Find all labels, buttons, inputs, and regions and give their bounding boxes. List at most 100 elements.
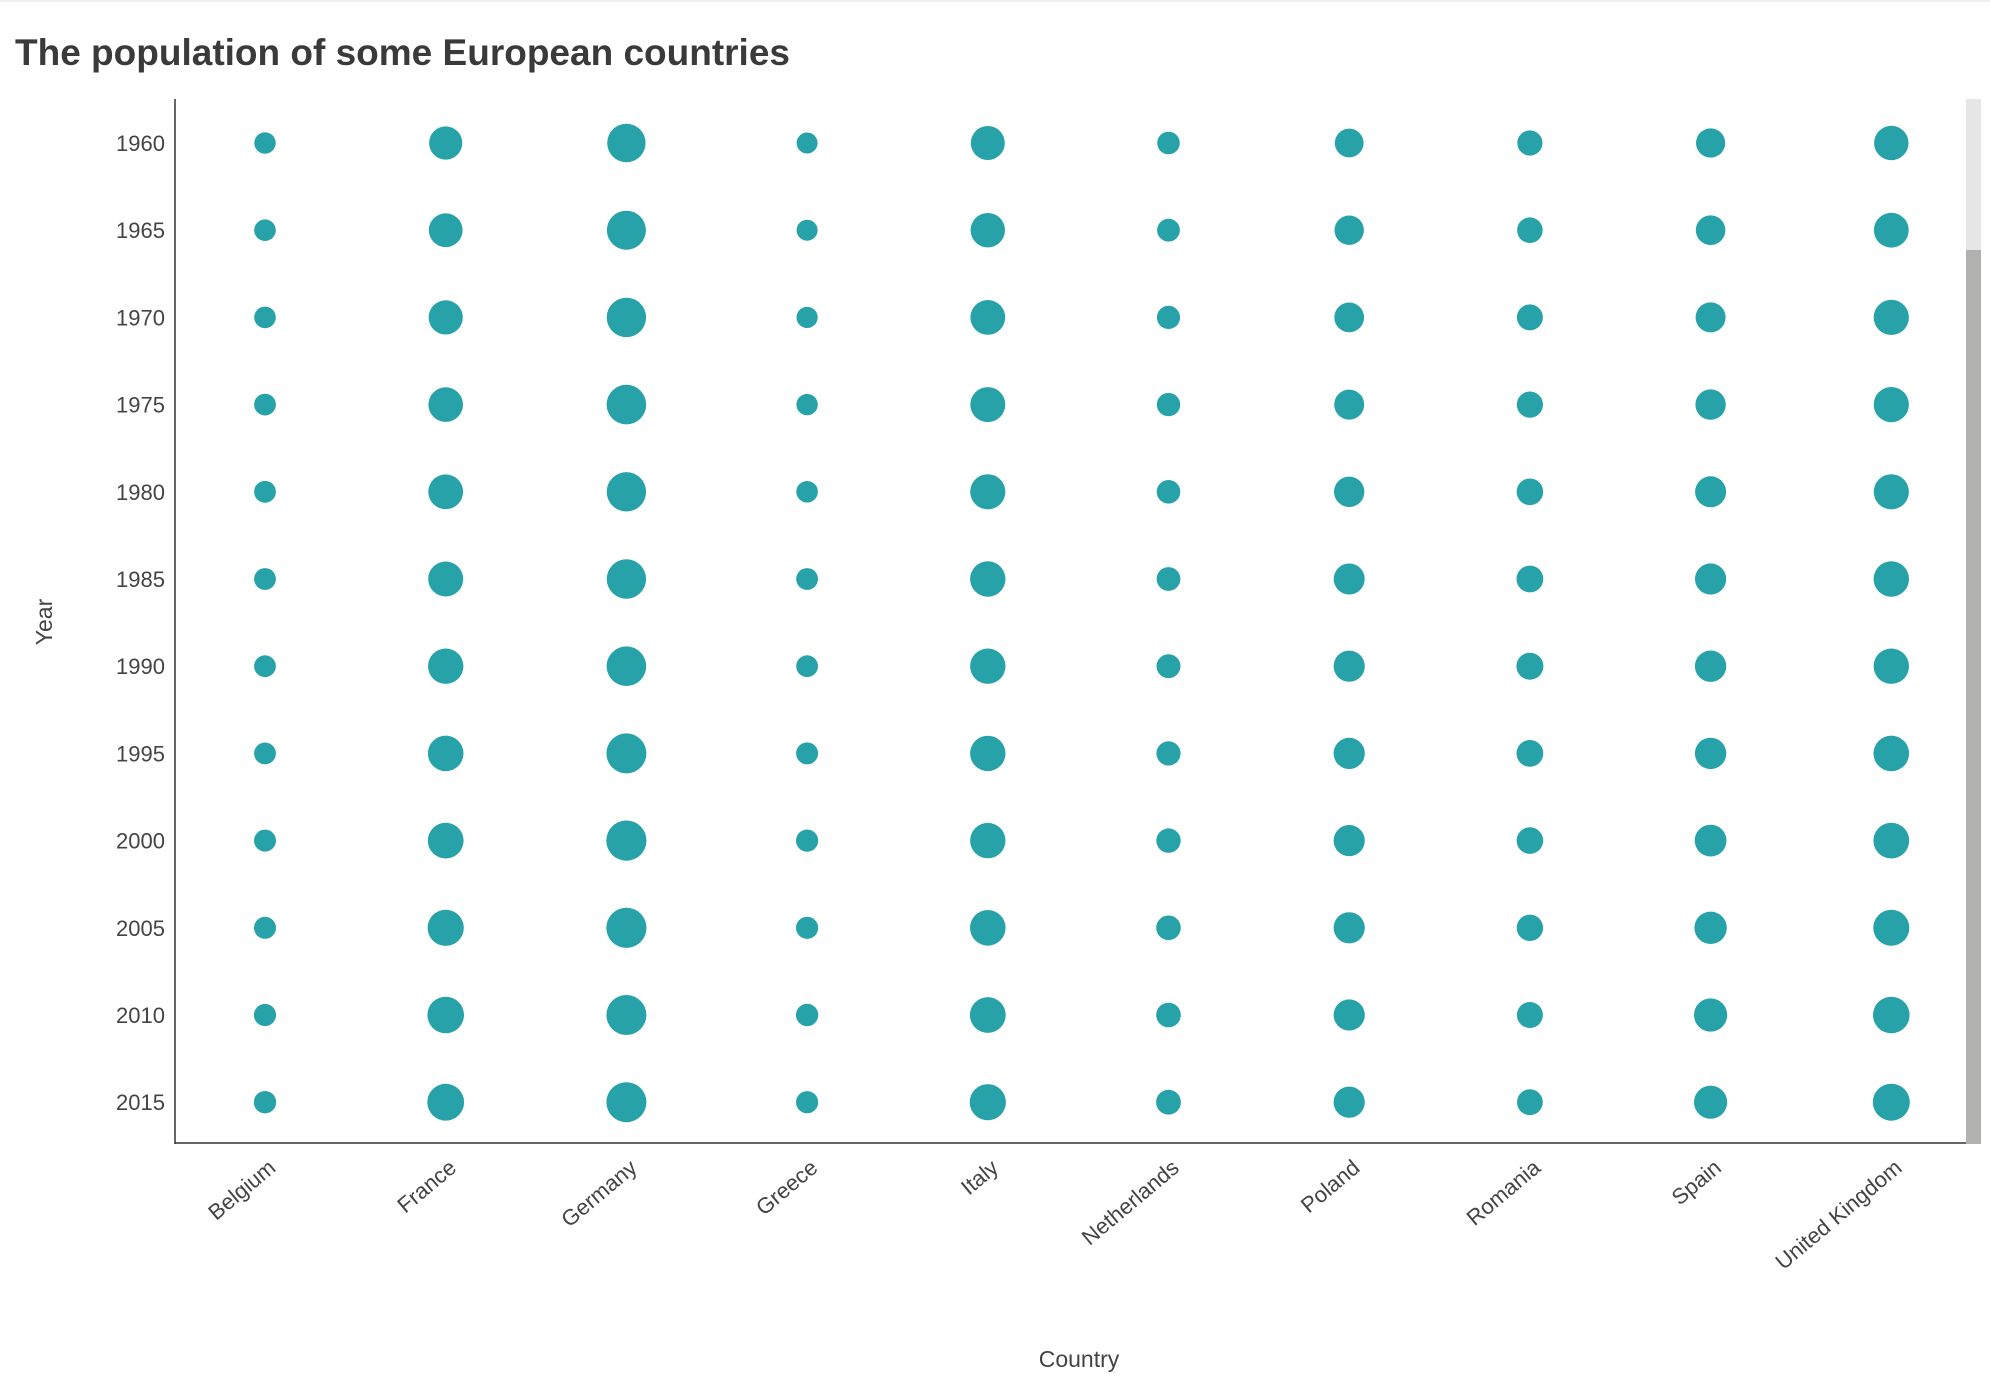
y-tick-label: 2000 <box>116 829 165 854</box>
bubble <box>969 1084 1006 1121</box>
x-tick-label: Poland <box>1296 1155 1365 1218</box>
y-tick-label: 2005 <box>116 916 165 941</box>
y-axis-label: Year <box>31 598 57 645</box>
bubble <box>796 742 819 765</box>
x-tick-label: United Kingdom <box>1771 1155 1907 1275</box>
bubble <box>1156 392 1181 417</box>
y-tick-label: 1960 <box>116 131 165 156</box>
x-tick-label: France <box>392 1155 461 1218</box>
bubble <box>1334 476 1365 507</box>
bubble <box>796 568 818 590</box>
bubble <box>1156 567 1181 591</box>
bubble <box>1156 1002 1181 1028</box>
bubble <box>1873 648 1910 684</box>
bubble <box>1157 131 1180 155</box>
y-tick-label: 1965 <box>116 218 165 243</box>
bubble <box>1333 563 1365 595</box>
bubble <box>970 910 1006 946</box>
bubble <box>606 907 647 948</box>
y-tick-label: 1970 <box>116 305 165 330</box>
bubble <box>254 742 276 765</box>
bubble <box>606 1082 647 1123</box>
y-tick-label: 1980 <box>116 480 165 505</box>
bubble <box>1516 914 1544 941</box>
bubble <box>1695 302 1726 333</box>
x-axis-label: Country <box>1039 1346 1120 1372</box>
bubble <box>1156 480 1181 504</box>
bubble <box>254 829 276 852</box>
bubble <box>254 219 276 241</box>
bubble <box>428 561 464 597</box>
bubble <box>606 297 647 338</box>
bubble <box>428 387 464 422</box>
bubble <box>427 996 465 1034</box>
x-tick-labels: Belgium France Germany Greece Italy Netherlan… <box>203 1154 1906 1274</box>
bubble <box>970 300 1006 335</box>
bubble <box>427 735 464 772</box>
x-tick-label: Netherlands <box>1077 1155 1184 1250</box>
bubble <box>1516 565 1544 593</box>
bubble <box>970 213 1005 248</box>
bubble <box>970 561 1006 597</box>
bubble <box>1873 996 1910 1034</box>
bubble <box>1696 128 1726 158</box>
bubble <box>427 1083 465 1121</box>
y-tick-label: 2010 <box>116 1003 165 1028</box>
bubble <box>1694 998 1728 1032</box>
y-tick-label: 1990 <box>116 654 165 679</box>
y-tick-label: 1975 <box>116 393 165 418</box>
bubble <box>1873 822 1910 859</box>
bubble <box>1695 563 1727 595</box>
scrollbar-thumb[interactable] <box>1966 250 1981 1144</box>
chart-title: The population of some European countrie… <box>15 32 790 73</box>
bubble <box>796 219 818 241</box>
scrollbar-track[interactable] <box>1966 99 1981 250</box>
bubble <box>1873 561 1910 597</box>
bubble <box>970 474 1006 510</box>
bubble <box>428 648 464 684</box>
bubble <box>1334 215 1364 245</box>
bubble <box>1334 302 1365 333</box>
x-tick-label: Greece <box>751 1155 822 1221</box>
bubble <box>796 655 818 678</box>
bubble <box>1516 391 1543 418</box>
bubble <box>606 733 647 774</box>
bubble <box>1694 911 1727 944</box>
bubble <box>606 820 647 861</box>
bubble <box>1873 387 1909 423</box>
y-tick-label: 2015 <box>116 1090 165 1115</box>
bubble <box>1333 912 1365 944</box>
bubble <box>970 126 1005 160</box>
bubble <box>427 909 464 946</box>
bubble <box>1516 304 1543 331</box>
bubble <box>970 387 1006 423</box>
bubble <box>606 559 647 599</box>
bubble <box>1695 389 1726 420</box>
bubble <box>254 393 276 416</box>
bubble <box>1694 1085 1728 1119</box>
bubble <box>606 384 647 425</box>
bubbles <box>253 123 1910 1123</box>
bubble <box>1873 212 1909 248</box>
bubble <box>428 474 464 510</box>
bubble <box>1873 474 1909 510</box>
y-tick-label: 1985 <box>116 567 165 592</box>
bubble <box>428 213 463 248</box>
bubble <box>970 822 1006 859</box>
bubble <box>606 646 647 686</box>
bubble <box>1516 1002 1543 1028</box>
bubble <box>427 822 464 859</box>
bubble <box>796 306 818 328</box>
bubble <box>1516 740 1544 767</box>
bubble <box>1516 652 1544 680</box>
bubble <box>1695 476 1727 508</box>
bubble <box>1334 389 1365 420</box>
bubble <box>1517 130 1543 156</box>
bubble <box>1333 999 1365 1031</box>
bubble <box>970 735 1006 772</box>
bubble <box>1516 827 1544 854</box>
bubble <box>254 306 276 329</box>
bubble <box>606 472 647 512</box>
bubble <box>428 300 463 335</box>
